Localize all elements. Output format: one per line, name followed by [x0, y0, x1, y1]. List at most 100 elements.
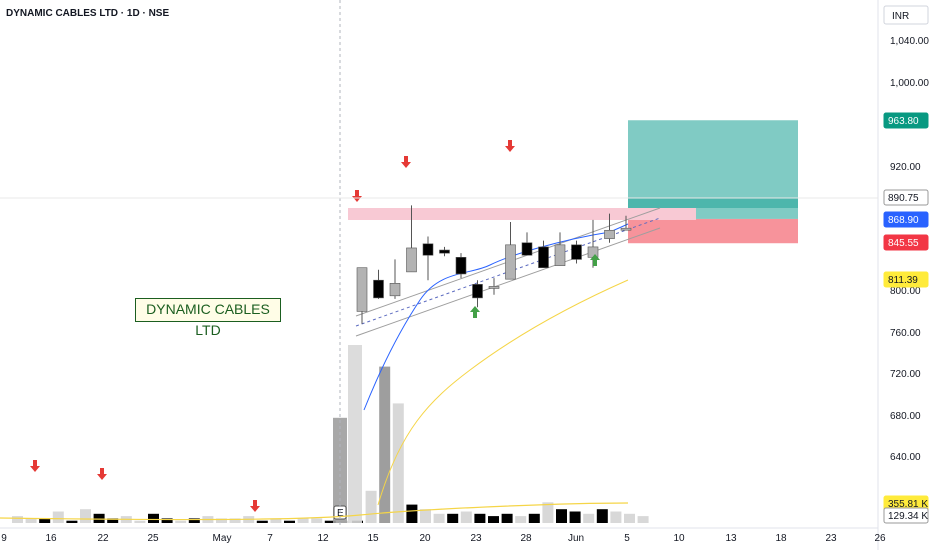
- candle-body: [373, 279, 384, 299]
- volume-bar: [569, 511, 581, 523]
- loss-zone: [628, 218, 798, 244]
- volume-bar: [107, 518, 119, 523]
- down-arrow: [352, 190, 362, 202]
- x-tick-label: 16: [45, 533, 57, 544]
- volume-bar: [148, 513, 159, 523]
- x-tick-label: 28: [520, 533, 532, 544]
- volume-bar: [216, 518, 227, 523]
- volume-bar: [542, 502, 554, 523]
- x-tick-label: 22: [97, 533, 109, 544]
- earnings-marker: E: [337, 508, 344, 519]
- candle-body: [455, 257, 467, 275]
- x-tick-label: 23: [825, 533, 837, 544]
- candle-body: [505, 244, 516, 280]
- volume-bar: [447, 513, 459, 523]
- candle-body: [554, 244, 566, 266]
- x-tick-label: Jun: [568, 533, 584, 544]
- volume-bar: [161, 518, 173, 523]
- candle-body: [620, 227, 632, 231]
- y-tick-label: 1,000.00: [890, 78, 929, 89]
- x-tick-label: 9: [1, 533, 7, 544]
- volume-bar: [134, 520, 146, 523]
- annotation-label: DYNAMIC CABLES LTD: [135, 298, 281, 338]
- price-tag: [883, 112, 929, 129]
- volume-bar: [420, 509, 431, 523]
- price-tag: [883, 234, 929, 251]
- ema-slow-line: [377, 279, 629, 506]
- price-tag-label: 963.80: [888, 116, 919, 127]
- candle-body: [422, 243, 434, 256]
- volume-bar: [488, 516, 499, 523]
- price-tag-label: 129.34 K: [888, 511, 928, 522]
- volume-bar: [324, 520, 336, 523]
- volume-bar: [256, 520, 268, 523]
- volume-bar: [80, 509, 91, 523]
- volume-bar: [501, 513, 513, 523]
- volume-bar: [433, 513, 445, 523]
- time-axis: 9 16 22 25 May 7 12 15 20 23 28 Jun 5 10 13 18 23 26: [1, 533, 886, 544]
- volume-bar: [392, 403, 404, 523]
- candle-body: [587, 246, 599, 258]
- x-tick-label: 7: [267, 533, 273, 544]
- volume-bar: [365, 490, 377, 523]
- candles: [356, 205, 632, 324]
- price-tag-label: 811.39: [888, 275, 918, 286]
- candle-body: [538, 246, 549, 269]
- volume-bar: [460, 511, 472, 523]
- volume-bars: E: [12, 345, 649, 523]
- y-tick-label: 760.00: [890, 328, 921, 339]
- spike-bar: [348, 345, 362, 523]
- volume-bar: [270, 518, 282, 523]
- volume-bar: [175, 520, 187, 523]
- price-tag: [883, 507, 929, 524]
- y-tick-label: 720.00: [890, 369, 921, 380]
- down-arrow: [250, 500, 260, 512]
- candle-body: [488, 286, 500, 289]
- currency-box: [883, 5, 929, 25]
- currency-label: INR: [892, 11, 909, 22]
- candle-body: [571, 244, 582, 260]
- candle-body: [389, 283, 401, 297]
- x-tick-label: 15: [367, 533, 379, 544]
- x-tick-label: 10: [673, 533, 685, 544]
- volume-bar: [311, 518, 323, 523]
- volume-bar: [284, 520, 295, 523]
- channel-lower: [355, 227, 661, 337]
- volume-bar: [52, 511, 64, 523]
- x-tick-label: 13: [725, 533, 737, 544]
- candle-body: [356, 267, 368, 312]
- price-tag: [883, 211, 929, 228]
- candle-body: [439, 249, 450, 254]
- volume-bar: [188, 518, 200, 523]
- candle-body: [521, 242, 533, 256]
- volume-bar: [610, 511, 622, 523]
- volume-bar: [624, 513, 635, 523]
- volume-bar: [515, 516, 527, 523]
- volume-bar: [596, 509, 608, 523]
- volume-bar: [39, 518, 51, 523]
- x-tick-label: 20: [419, 533, 431, 544]
- price-tags: 963.80 890.75 868.90 845.55 811.39 355.81 K12…: [883, 112, 929, 524]
- profit-zone-edge: [628, 198, 798, 208]
- volume-ma-line: [0, 502, 629, 521]
- y-tick-label: 920.00: [890, 162, 921, 173]
- y-tick-label: 1,040.00: [890, 36, 929, 47]
- volume-bar: [637, 516, 649, 523]
- y-tick-label: 640.00: [890, 452, 921, 463]
- down-arrow: [30, 460, 40, 472]
- price-tag: [883, 271, 929, 288]
- x-tick-label: 25: [147, 533, 159, 544]
- price-tag-label: 868.90: [888, 215, 919, 226]
- volume-bar: [66, 520, 78, 523]
- y-tick-label: 680.00: [890, 411, 921, 422]
- up-arrow: [470, 306, 480, 318]
- y-tick-label: 800.00: [890, 286, 921, 297]
- up-arrow: [590, 254, 600, 266]
- volume-bar: [406, 504, 418, 523]
- volume-bar: [297, 518, 309, 523]
- volume-bar: [556, 509, 567, 523]
- x-tick-label: 12: [317, 533, 329, 544]
- position-zones: [348, 120, 798, 244]
